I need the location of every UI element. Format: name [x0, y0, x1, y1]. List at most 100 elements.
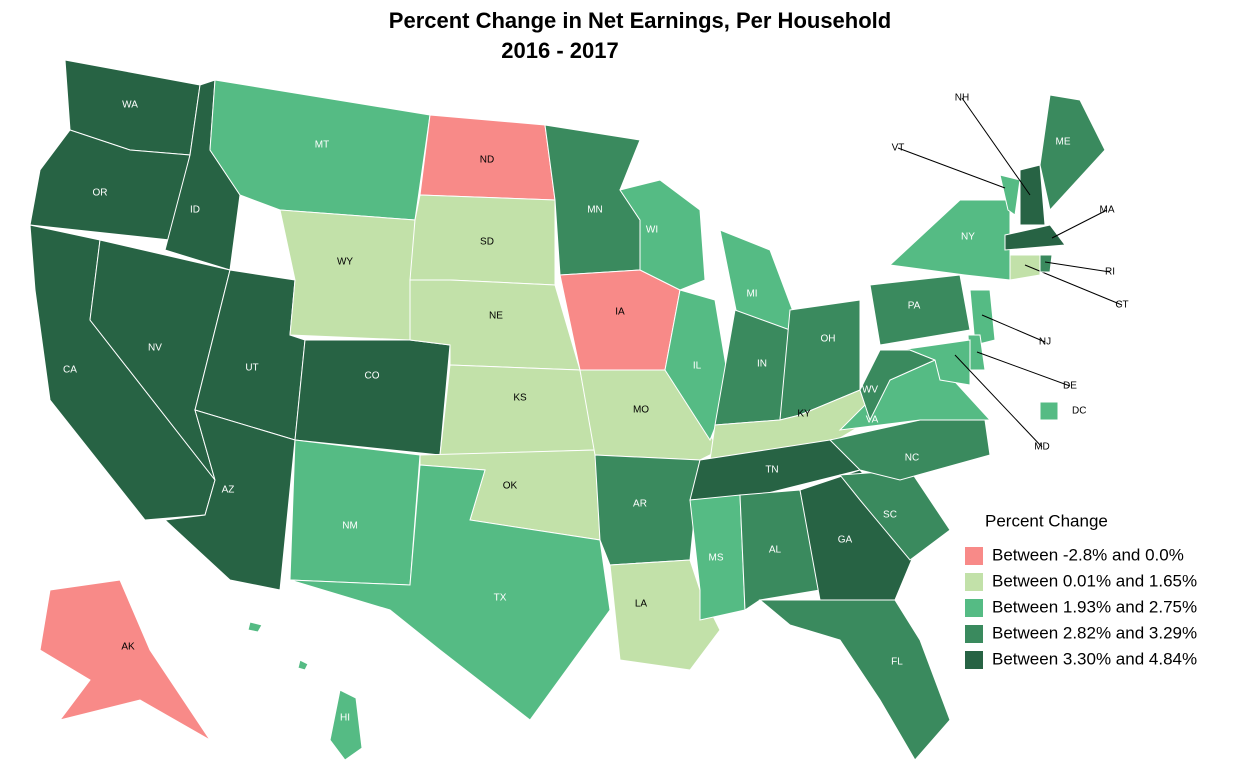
callout-line: [1044, 261, 1111, 273]
state-label: NY: [961, 232, 975, 243]
state-label: OK: [503, 481, 518, 492]
state: [1004, 224, 1066, 251]
state-label: TN: [765, 465, 778, 476]
state-label: WV: [862, 385, 878, 396]
state: [439, 364, 596, 456]
state-label: AK: [121, 642, 135, 653]
state: [1019, 164, 1046, 226]
state: [619, 179, 706, 291]
state-label: KS: [513, 393, 527, 404]
state: [999, 174, 1021, 216]
state-label: PA: [908, 301, 921, 312]
legend-label: Between -2.8% and 0.0%: [992, 545, 1184, 564]
state-label: CO: [365, 371, 380, 382]
state-label: RI: [1105, 267, 1115, 278]
state: [294, 339, 451, 456]
state-label: HI: [340, 713, 350, 724]
callout-line: [1051, 209, 1108, 239]
legend-label: Between 2.82% and 3.29%: [992, 623, 1197, 642]
state-label: SD: [480, 237, 494, 248]
state: [1039, 94, 1106, 212]
legend-label: Between 1.93% and 2.75%: [992, 597, 1197, 616]
state-label: WA: [122, 100, 138, 111]
state: [289, 439, 421, 586]
state-label: NC: [905, 453, 919, 464]
state: [1009, 254, 1041, 281]
state: [714, 309, 791, 426]
state-label: NM: [342, 521, 358, 532]
state-label: FL: [891, 657, 903, 668]
state: [899, 339, 971, 386]
state-label: VT: [892, 143, 905, 154]
state: [559, 269, 681, 371]
state-label: AR: [633, 499, 647, 510]
state-label: CA: [63, 365, 77, 376]
state-label: ID: [190, 205, 200, 216]
state-label: IL: [693, 361, 702, 372]
state-label: DC: [1072, 406, 1086, 417]
state: [544, 124, 641, 276]
callout-line: [897, 147, 1006, 189]
state-label: WY: [337, 257, 353, 268]
state-label: CT: [1115, 300, 1128, 311]
state-label: NE: [489, 311, 503, 322]
state: [969, 289, 996, 346]
state: [279, 209, 416, 341]
legend-label: Between 0.01% and 1.65%: [992, 571, 1197, 590]
legend-swatch: [965, 547, 983, 565]
callout-line: [954, 354, 1043, 448]
state-label: NV: [148, 343, 162, 354]
legend-swatch: [965, 599, 983, 617]
state-label: UT: [245, 363, 258, 374]
state: [579, 369, 721, 461]
state-label: IN: [757, 359, 767, 370]
callout-line: [961, 97, 1031, 196]
state: [888, 199, 1011, 281]
state-label: AL: [769, 545, 782, 556]
title: Percent Change in Net Earnings, Per Hous…: [389, 8, 891, 33]
state-label: MI: [746, 289, 757, 300]
state-label: AZ: [222, 485, 235, 496]
legend-swatch: [965, 625, 983, 643]
legend-swatch: [965, 651, 983, 669]
state: [869, 274, 971, 346]
state-label: KY: [797, 409, 811, 420]
state-label: GA: [838, 535, 853, 546]
legend-title: Percent Change: [985, 511, 1108, 530]
state: [609, 559, 721, 671]
state-label: OR: [93, 188, 108, 199]
state: [247, 621, 363, 761]
state-label: OH: [821, 334, 836, 345]
state: [289, 464, 611, 721]
state: [594, 454, 701, 566]
state: [799, 469, 921, 601]
state-label: WI: [646, 225, 658, 236]
state-label: MA: [1100, 205, 1115, 216]
state-label: MT: [315, 140, 329, 151]
state-label: DE: [1063, 381, 1077, 392]
state: [39, 579, 211, 741]
callout-line: [981, 314, 1046, 343]
state: [163, 409, 296, 591]
state-label: IA: [615, 307, 625, 318]
state-label: MS: [709, 553, 724, 564]
state-label: LA: [635, 599, 648, 610]
subtitle: 2016 - 2017: [501, 38, 618, 63]
state-label: NJ: [1039, 337, 1051, 348]
state-label: MD: [1034, 442, 1050, 453]
state-label: TX: [494, 593, 507, 604]
callout-line: [976, 351, 1071, 387]
state-label: MN: [587, 205, 603, 216]
state-label: ND: [480, 155, 494, 166]
state: [1039, 254, 1053, 273]
state: [758, 599, 951, 761]
legend-swatch: [965, 573, 983, 591]
state-label: NH: [955, 93, 969, 104]
legend-label: Between 3.30% and 4.84%: [992, 649, 1197, 668]
state: [739, 489, 821, 611]
state-label: ME: [1056, 137, 1071, 148]
state-label: SC: [883, 510, 897, 521]
state: [689, 494, 746, 621]
state-label: VA: [866, 415, 879, 426]
